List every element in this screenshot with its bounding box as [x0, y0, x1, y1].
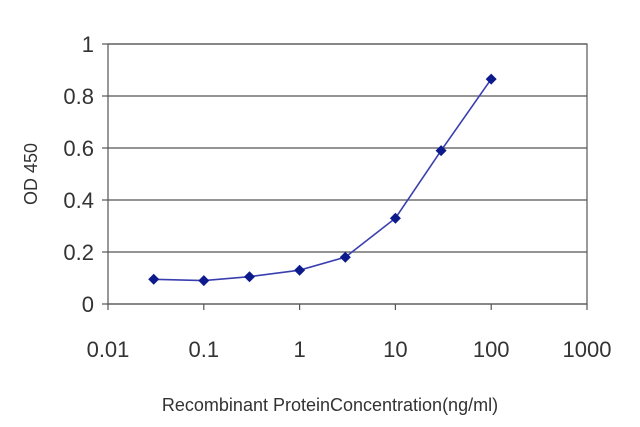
- y-axis: 0 0.2 0.4 0.6 0.8 1: [63, 32, 108, 317]
- data-point: [435, 145, 447, 157]
- x-tick-label: 100: [473, 337, 510, 362]
- y-tick-label: 0.2: [63, 240, 94, 265]
- x-tick-label: 0.01: [87, 337, 130, 362]
- series-line: [153, 78, 492, 282]
- series-group: [148, 73, 497, 287]
- data-point: [198, 275, 210, 287]
- plot-area: [107, 43, 588, 305]
- y-axis-title: OD 450: [21, 143, 41, 205]
- data-point: [339, 251, 351, 263]
- x-tick-label: 0.1: [189, 337, 220, 362]
- gridlines: [108, 43, 587, 305]
- x-tick-label: 10: [383, 337, 407, 362]
- x-tick-label: 1000: [563, 337, 612, 362]
- y-tick-label: 0: [82, 292, 94, 317]
- y-tick-label: 1: [82, 32, 94, 57]
- x-axis: 0.01 0.1 1 10 100 1000: [87, 304, 612, 362]
- y-tick-label: 0.6: [63, 136, 94, 161]
- data-point: [244, 271, 256, 283]
- data-point: [485, 73, 497, 85]
- x-tick-label: 1: [293, 337, 305, 362]
- data-point: [294, 264, 306, 276]
- data-point: [389, 212, 401, 224]
- y-tick-label: 0.4: [63, 188, 94, 213]
- y-tick-label: 0.8: [63, 84, 94, 109]
- x-axis-title: Recombinant ProteinConcentration(ng/ml): [162, 395, 498, 415]
- data-point: [148, 273, 160, 285]
